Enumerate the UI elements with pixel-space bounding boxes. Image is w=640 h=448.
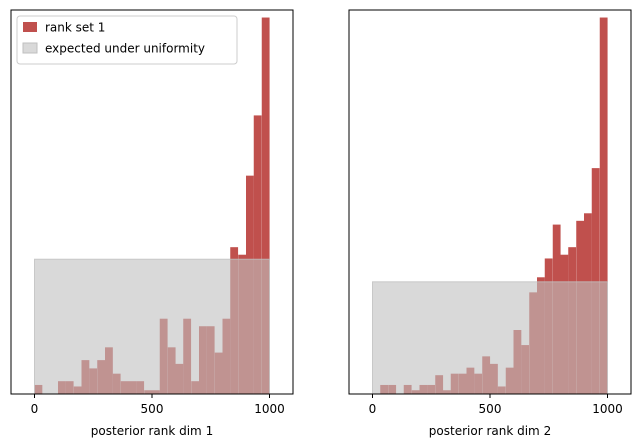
legend-box bbox=[16, 15, 238, 65]
uniformity-band bbox=[34, 258, 270, 395]
legend-swatch bbox=[23, 22, 37, 32]
x-tick-label: 500 bbox=[141, 402, 164, 416]
rank-bar bbox=[261, 17, 270, 395]
panel-1: 0 500 1000 posterior rank dim 1 bbox=[10, 9, 294, 438]
rank-bar bbox=[591, 168, 600, 394]
rank-bar bbox=[253, 115, 262, 394]
x-tick-label: 500 bbox=[479, 402, 502, 416]
uniformity-band bbox=[372, 281, 608, 395]
legend: rank set 1 expected under uniformity bbox=[16, 15, 238, 65]
rank-bar bbox=[599, 17, 608, 395]
panel-2: 0 500 1000 posterior rank dim 2 bbox=[348, 9, 632, 438]
x-tick-label: 0 bbox=[31, 402, 39, 416]
x-axis-label: posterior rank dim 2 bbox=[429, 424, 551, 438]
x-tick-label: 1000 bbox=[254, 402, 285, 416]
x-axis-label: posterior rank dim 1 bbox=[91, 424, 213, 438]
legend-label: expected under uniformity bbox=[45, 42, 205, 56]
x-tick-label: 1000 bbox=[592, 402, 623, 416]
legend-label: rank set 1 bbox=[45, 21, 105, 35]
x-tick-label: 0 bbox=[369, 402, 377, 416]
legend-swatch bbox=[22, 42, 38, 54]
